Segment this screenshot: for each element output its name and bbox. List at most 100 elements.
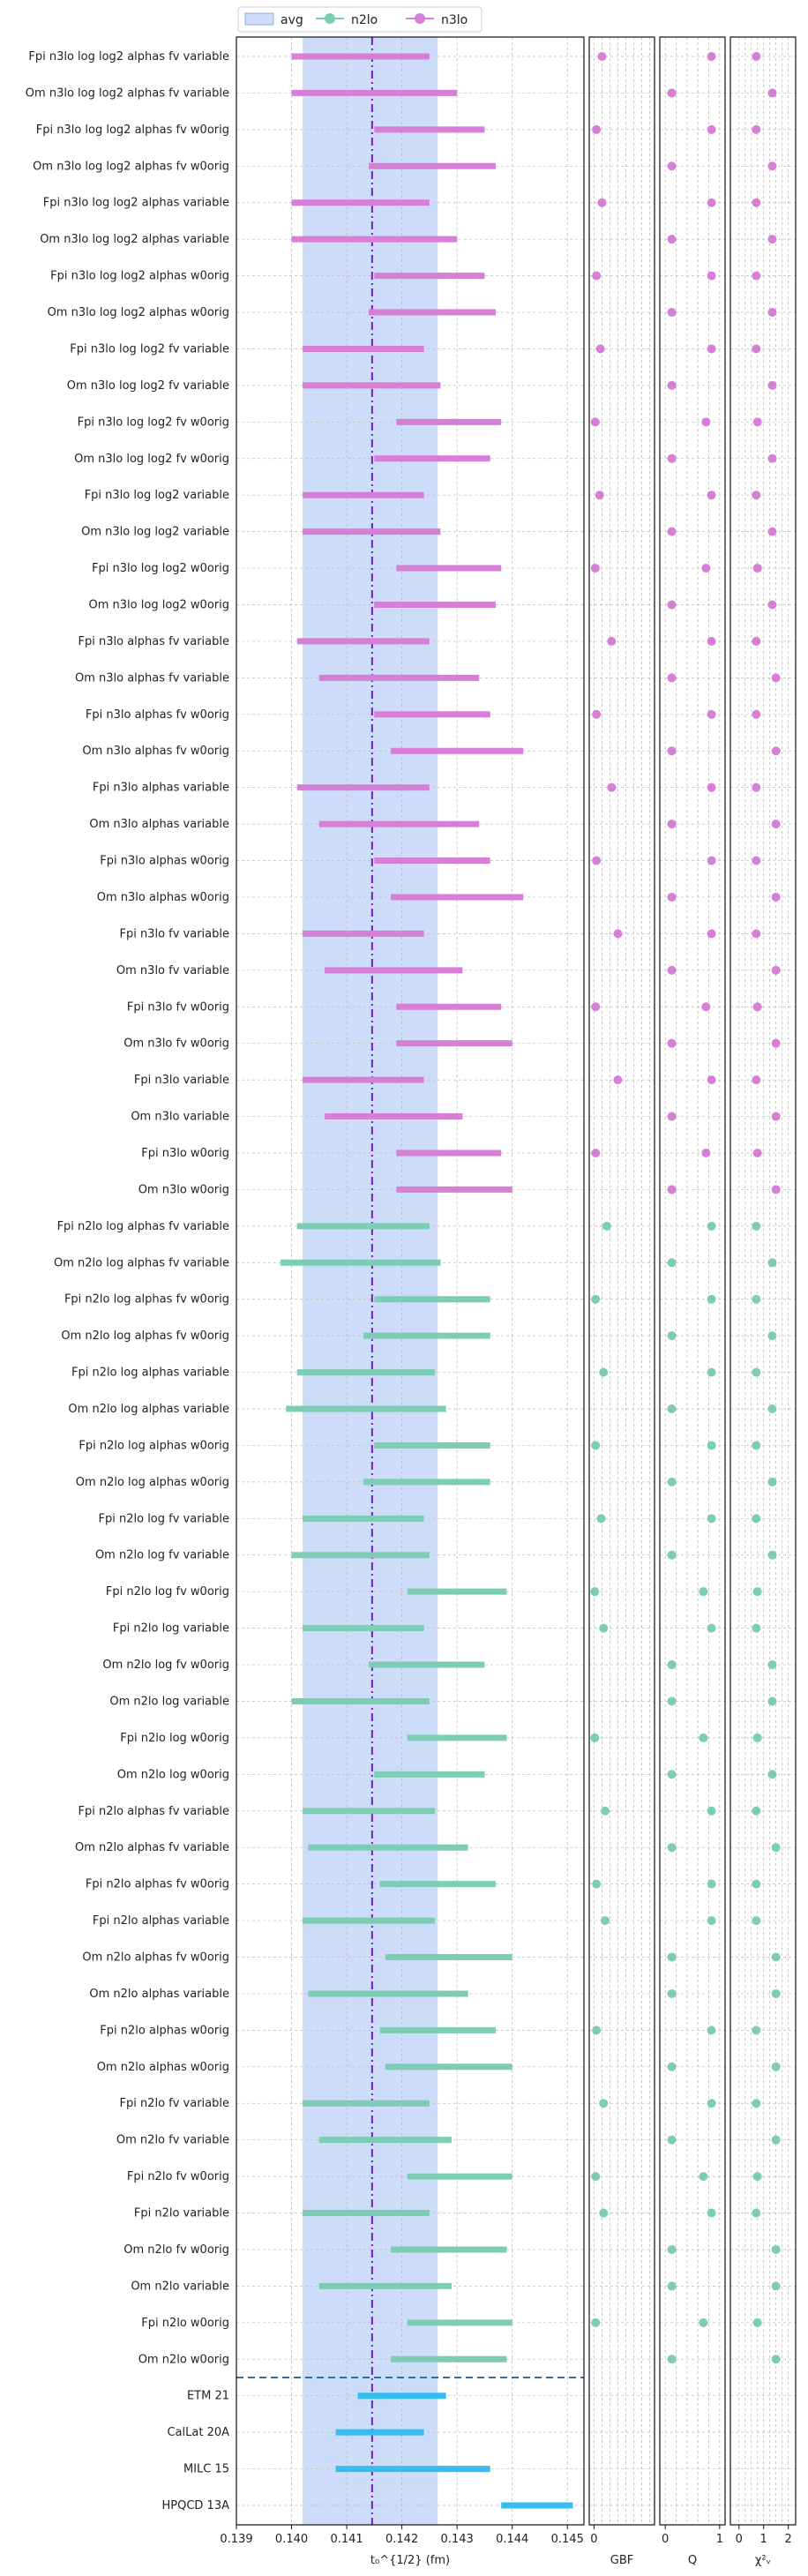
row-label: Om n2lo variable xyxy=(131,2280,229,2293)
row-label: Om n3lo log log2 alphas fv w0orig xyxy=(33,160,229,173)
q-point xyxy=(707,2026,716,2035)
chi-point xyxy=(771,746,781,756)
row-label: Fpi n2lo log alphas fv variable xyxy=(57,1220,229,1233)
row-label: Om n2lo log w0orig xyxy=(117,1768,229,1781)
row-label: Om n2lo log alphas fv w0orig xyxy=(61,1329,229,1343)
chi-point xyxy=(771,2281,781,2291)
chi-point xyxy=(752,490,761,500)
row-label: Om n3lo w0orig xyxy=(138,1183,229,1196)
row-label: Om n3lo fv w0orig xyxy=(123,1037,229,1051)
chi-point xyxy=(771,1952,781,1962)
row-label: Fpi n3lo fv variable xyxy=(119,927,229,940)
chi-point xyxy=(767,88,777,98)
row-label: Om n3lo log log2 alphas w0orig xyxy=(48,306,229,319)
chi-point xyxy=(752,1514,761,1524)
q-point xyxy=(667,88,677,98)
q-point xyxy=(667,1696,677,1706)
q-point xyxy=(667,1770,677,1779)
chi-point xyxy=(752,564,762,573)
chi-point xyxy=(767,1550,777,1560)
row-label: Fpi n3lo alphas fv w0orig xyxy=(86,708,229,722)
row-label: Fpi n2lo alphas w0orig xyxy=(100,2024,229,2037)
chi-point xyxy=(767,453,777,463)
q-point xyxy=(701,417,711,427)
row-label: HPQCD 13A xyxy=(161,2499,229,2512)
q-point xyxy=(667,308,677,318)
q-point xyxy=(667,1988,677,1998)
gbf-point xyxy=(597,198,607,207)
chi-point xyxy=(752,1733,762,1742)
row-label: Om n3lo log log2 fv w0orig xyxy=(74,453,229,466)
gbf-point xyxy=(607,783,617,792)
row-label: MILC 15 xyxy=(183,2463,229,2476)
plot-area: Fpi n3lo log log2 alphas fv variable Om n… xyxy=(26,36,797,2567)
chi-point xyxy=(752,198,761,207)
q-point xyxy=(667,820,677,829)
q-point xyxy=(701,564,711,573)
q-point xyxy=(699,1733,708,1742)
row-label: Om n3lo alphas w0orig xyxy=(97,891,229,904)
row-label: Fpi n3lo alphas w0orig xyxy=(100,855,229,868)
q-point xyxy=(707,271,716,281)
chi-tick-label: 0 xyxy=(736,2533,743,2546)
q-point xyxy=(667,1952,677,1962)
q-point xyxy=(667,965,677,975)
row-label: Fpi n3lo log log2 variable xyxy=(85,489,229,502)
chi-point xyxy=(752,1075,761,1085)
row-label: Fpi n3lo log log2 alphas fv variable xyxy=(28,50,229,64)
chi-point xyxy=(767,1770,777,1779)
row-label: Fpi n2lo variable xyxy=(134,2207,229,2220)
main-tick-label: 0.143 xyxy=(441,2533,474,2546)
row-label: Om n3lo alphas fv w0orig xyxy=(82,745,229,758)
row-label: Om n2lo alphas w0orig xyxy=(97,2061,229,2074)
gbf-point xyxy=(595,344,605,354)
gbf-point xyxy=(592,856,602,865)
chi-point xyxy=(752,271,761,281)
gbf-tick-label: 0 xyxy=(590,2533,597,2546)
gbf-point xyxy=(601,1916,610,1926)
row-label: Fpi n2lo fv w0orig xyxy=(127,2170,229,2183)
gbf-point xyxy=(591,2318,601,2327)
row-label: ETM 21 xyxy=(187,2390,229,2403)
chi-point xyxy=(767,1477,777,1486)
q-point xyxy=(707,1221,716,1231)
legend-label-n2lo: n2lo xyxy=(351,13,378,27)
q-point xyxy=(707,783,716,792)
gbf-point xyxy=(592,2026,602,2035)
chi-point xyxy=(752,1916,761,1926)
chi-point xyxy=(752,636,761,646)
q-frame xyxy=(659,36,726,2526)
chi-point xyxy=(752,52,761,61)
q-point xyxy=(707,1367,716,1377)
chi-point xyxy=(752,2172,762,2182)
row-label: Fpi n2lo alphas fv w0orig xyxy=(86,1878,229,1891)
chi-point xyxy=(771,820,781,829)
q-point xyxy=(707,1623,716,1633)
row-label: Fpi n3lo alphas fv variable xyxy=(79,635,229,648)
chi-point xyxy=(771,2062,781,2071)
chi-tick-label: 1 xyxy=(760,2533,767,2546)
q-point xyxy=(667,1477,677,1486)
chi-point xyxy=(752,2318,762,2327)
chi-point xyxy=(752,1806,761,1816)
row-label: CalLat 20A xyxy=(167,2426,229,2439)
q-point xyxy=(667,1404,677,1414)
row-label: Fpi n3lo log log2 alphas fv w0orig xyxy=(36,124,229,137)
row-label: Om n2lo w0orig xyxy=(138,2353,229,2366)
q-point xyxy=(699,2172,708,2182)
q-point xyxy=(701,1002,711,1012)
q-tick-label: 0 xyxy=(662,2533,669,2546)
legend-label-avg: avg xyxy=(281,13,303,27)
q-point xyxy=(667,746,677,756)
gbf-point xyxy=(601,1806,610,1816)
chi-point xyxy=(752,344,761,354)
gbf-point xyxy=(591,1441,601,1450)
gbf-frame xyxy=(588,36,655,2526)
chi-point xyxy=(752,1221,761,1231)
chi-point xyxy=(752,417,762,427)
legend-label-n3lo: n3lo xyxy=(441,13,468,27)
row-label: Fpi n3lo log log2 fv variable xyxy=(70,342,229,356)
row-label: Om n3lo alphas fv variable xyxy=(75,671,229,685)
legend-marker-n2lo xyxy=(325,13,335,24)
